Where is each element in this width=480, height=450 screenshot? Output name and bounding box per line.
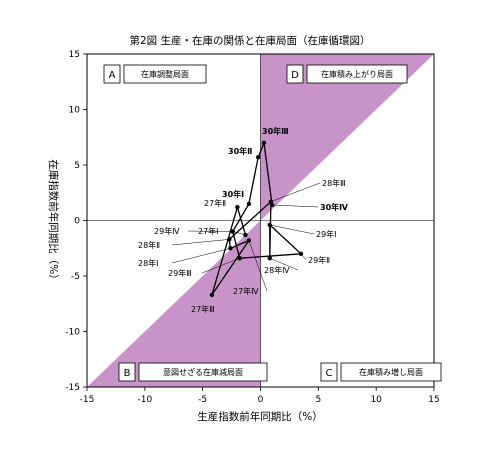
shaded-region-b	[87, 220, 261, 387]
point-label: 27年Ⅱ	[204, 198, 226, 208]
data-point	[255, 155, 261, 160]
x-tick-label: 5	[315, 395, 321, 405]
chart-title: 第2図 生産・在庫の関係と在庫局面（在庫循環図）	[129, 34, 370, 47]
point-label: 30年Ⅲ	[262, 126, 289, 136]
point-label: 29年Ⅰ	[316, 229, 337, 239]
y-tick-label: 10	[69, 106, 81, 116]
y-axis-label: 在庫指数前年同期比（%）	[47, 159, 60, 284]
quadrant-b-label: 意図せざる在庫減局面	[163, 367, 243, 377]
x-tick-label: -5	[198, 395, 207, 405]
quadrant-d-letter: D	[291, 70, 299, 81]
quadrant-d-label-box	[306, 64, 408, 84]
point-label-leader	[201, 258, 240, 274]
quadrant-b-letter: B	[124, 368, 131, 379]
point-label: 29年Ⅳ	[154, 226, 180, 236]
y-tick-label: -10	[65, 328, 80, 338]
x-tick-label: -15	[80, 395, 95, 405]
point-label-leader	[171, 239, 230, 246]
quadrant-a-letter-box	[103, 64, 121, 84]
svg-text:在庫指数前年同期比（%）: 在庫指数前年同期比（%）	[47, 159, 60, 284]
point-label: 29年Ⅱ	[308, 255, 330, 265]
point-label: 28年Ⅲ	[322, 178, 346, 188]
quadrant-b-letter-box	[118, 362, 136, 382]
point-label: 27年Ⅲ	[191, 304, 215, 314]
x-tick-label: 0	[258, 395, 264, 405]
x-tick-label: 15	[428, 395, 439, 405]
y-tick-label: 15	[69, 50, 80, 60]
quadrant-d-letter-box	[286, 64, 304, 84]
point-label-leader	[231, 230, 246, 236]
data-point	[209, 292, 215, 298]
x-tick-label: -10	[137, 395, 152, 405]
data-point	[267, 256, 272, 261]
point-label-leader	[269, 258, 299, 271]
data-point	[246, 201, 252, 207]
data-point	[267, 222, 272, 228]
point-label: 30年Ⅱ	[228, 146, 252, 156]
x-axis-label: 生産指数前年同期比（%）	[197, 410, 322, 423]
point-label-leader	[270, 182, 321, 202]
quadrant-a-label: 在庫調整局面	[141, 69, 189, 79]
quadrant-c-letter: C	[326, 368, 333, 379]
series-line	[211, 142, 302, 296]
point-label-leader	[269, 224, 315, 235]
x-tick-label: 10	[370, 395, 382, 405]
point-label: 30年Ⅳ	[320, 202, 348, 212]
shaded-region-d	[260, 54, 434, 221]
point-label: 28年Ⅳ	[264, 265, 290, 275]
point-label-leader	[248, 240, 268, 292]
point-label-leader	[187, 230, 233, 232]
y-tick-label: -5	[71, 272, 80, 282]
quadrant-a-label-box	[123, 64, 207, 84]
point-label-leader	[171, 248, 231, 264]
data-point	[269, 202, 275, 208]
point-label-leader	[272, 204, 319, 208]
quadrant-c-letter-box	[320, 362, 338, 382]
data-point	[235, 204, 240, 210]
y-tick-label: 0	[74, 217, 80, 227]
point-label: 27年Ⅳ	[233, 286, 259, 296]
y-tick-label: -15	[65, 383, 80, 393]
quadrant-a-letter: A	[109, 70, 116, 81]
data-point	[261, 140, 267, 145]
y-tick-label: 5	[74, 161, 80, 171]
quadrant-c-label: 在庫積み増し局面	[359, 367, 423, 377]
plot-area: -15 -10 -5 0 5 10 15 15 10 5 0 -5 -10 -15 A 在庫調整局面 D 在庫積み…	[65, 50, 442, 405]
point-label: 28年Ⅰ	[138, 258, 159, 268]
point-label: 28年Ⅱ	[138, 240, 160, 250]
point-label: 27年Ⅰ	[198, 226, 219, 236]
point-label-leader	[300, 253, 307, 261]
quadrant-d-label: 在庫積み上がり局面	[321, 69, 393, 79]
point-label: 29年Ⅲ	[168, 268, 192, 278]
data-point	[268, 199, 274, 204]
quadrant-c-label-box	[340, 362, 442, 382]
point-label: 30年Ⅰ	[222, 189, 244, 199]
quadrant-b-label-box	[138, 362, 268, 382]
